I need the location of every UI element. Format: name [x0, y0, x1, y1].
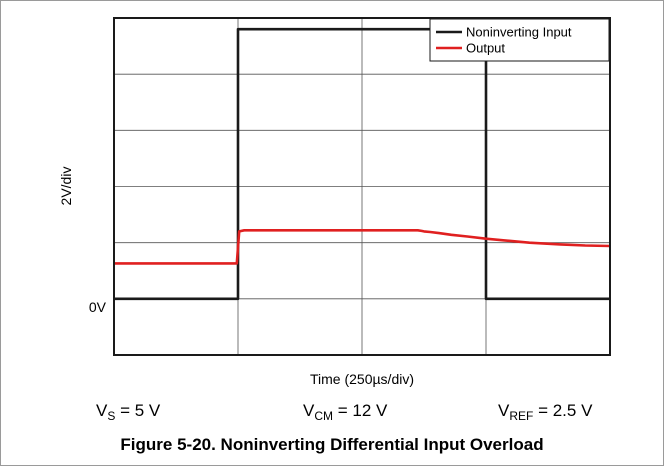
legend-box	[429, 18, 610, 62]
zero-volt-label: 0V	[89, 299, 107, 315]
chart-grid	[114, 18, 610, 355]
legend-label: Noninverting Input	[466, 25, 572, 40]
y-axis-label: 2V/div	[58, 167, 74, 206]
figure-caption: Figure 5-20. Noninverting Differential I…	[120, 435, 544, 454]
noninverting-input-trace	[114, 27, 610, 301]
supply-voltage-condition: VS = 5 V	[96, 401, 161, 423]
plot-border	[113, 17, 611, 356]
reference-voltage-condition: VREF = 2.5 V	[498, 401, 593, 423]
common-mode-voltage-condition: VCM = 12 V	[303, 401, 388, 423]
x-axis-label: Time (250µs/div)	[310, 371, 414, 387]
legend-label: Output	[466, 41, 505, 56]
waveform-chart: 2V/div 0V Time (250µs/div) Noninverting …	[58, 17, 611, 387]
chart-traces	[114, 27, 611, 301]
output-trace	[114, 229, 611, 265]
